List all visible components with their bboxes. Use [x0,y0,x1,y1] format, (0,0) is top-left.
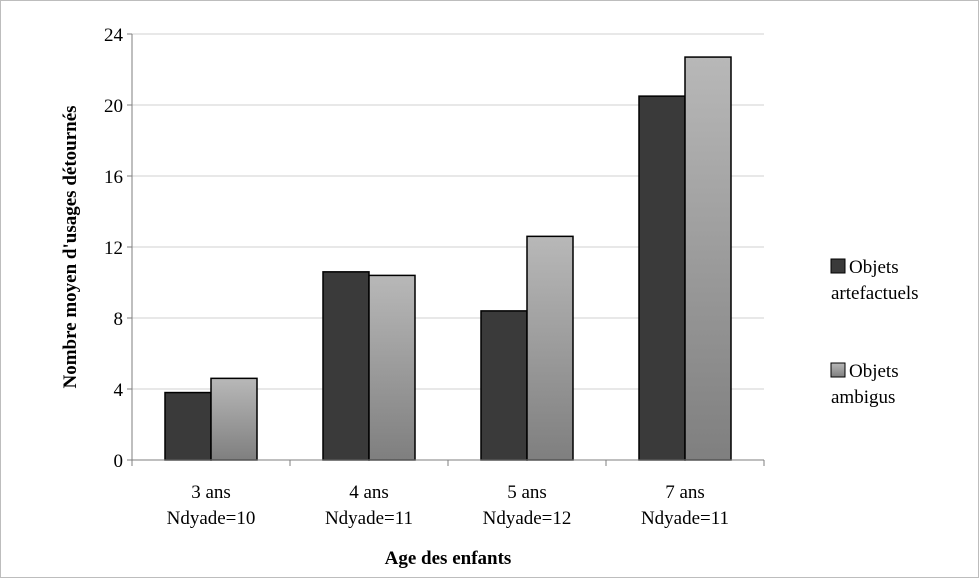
y-tick-labels: 0 4 8 12 16 20 24 [104,25,132,472]
x-tick-sublabel: Ndyade=11 [325,508,413,529]
legend: Objets artefactuels Objets ambigus [830,257,919,408]
y-tick-label: 4 [114,380,124,401]
y-tick-label: 8 [114,309,124,330]
legend-label: ambigus [831,387,895,408]
x-tick-label: 7 ans [665,482,705,503]
x-tick-label: 5 ans [507,482,547,503]
legend-label: artefactuels [831,283,919,304]
legend-label: Objets [849,361,899,382]
y-tick-label: 16 [104,167,123,188]
x-tick-sublabel: Ndyade=11 [641,508,729,529]
y-tick-label: 20 [104,96,123,117]
bar-ambigus-1 [210,377,258,461]
y-tick-label: 12 [104,238,123,259]
bar-ambigus-4 [684,56,732,461]
y-tick-label: 0 [114,451,124,472]
x-tick-label: 4 ans [349,482,389,503]
x-tick-label: 3 ans [191,482,231,503]
bar-artefactuels-2 [322,271,370,461]
x-axis-title: Age des enfants [385,548,512,569]
bars [164,56,732,461]
x-tick-sublabel: Ndyade=12 [483,508,572,529]
bar-ambigus-2 [368,274,416,461]
legend-swatch [830,258,846,274]
legend-swatch [830,362,846,378]
bar-artefactuels-4 [638,95,686,461]
bar-ambigus-3 [526,235,574,461]
x-tick-sublabel: Ndyade=10 [167,508,256,529]
y-tick-label: 24 [104,25,124,46]
bar-artefactuels-3 [480,310,528,461]
y-axis-title: Nombre moyen d'usages détournés [60,105,81,388]
legend-label: Objets [849,257,899,278]
bar-artefactuels-1 [164,391,212,461]
x-tick-labels: 3 ans Ndyade=10 4 ans Ndyade=11 5 ans Ndyade=… [167,482,729,529]
